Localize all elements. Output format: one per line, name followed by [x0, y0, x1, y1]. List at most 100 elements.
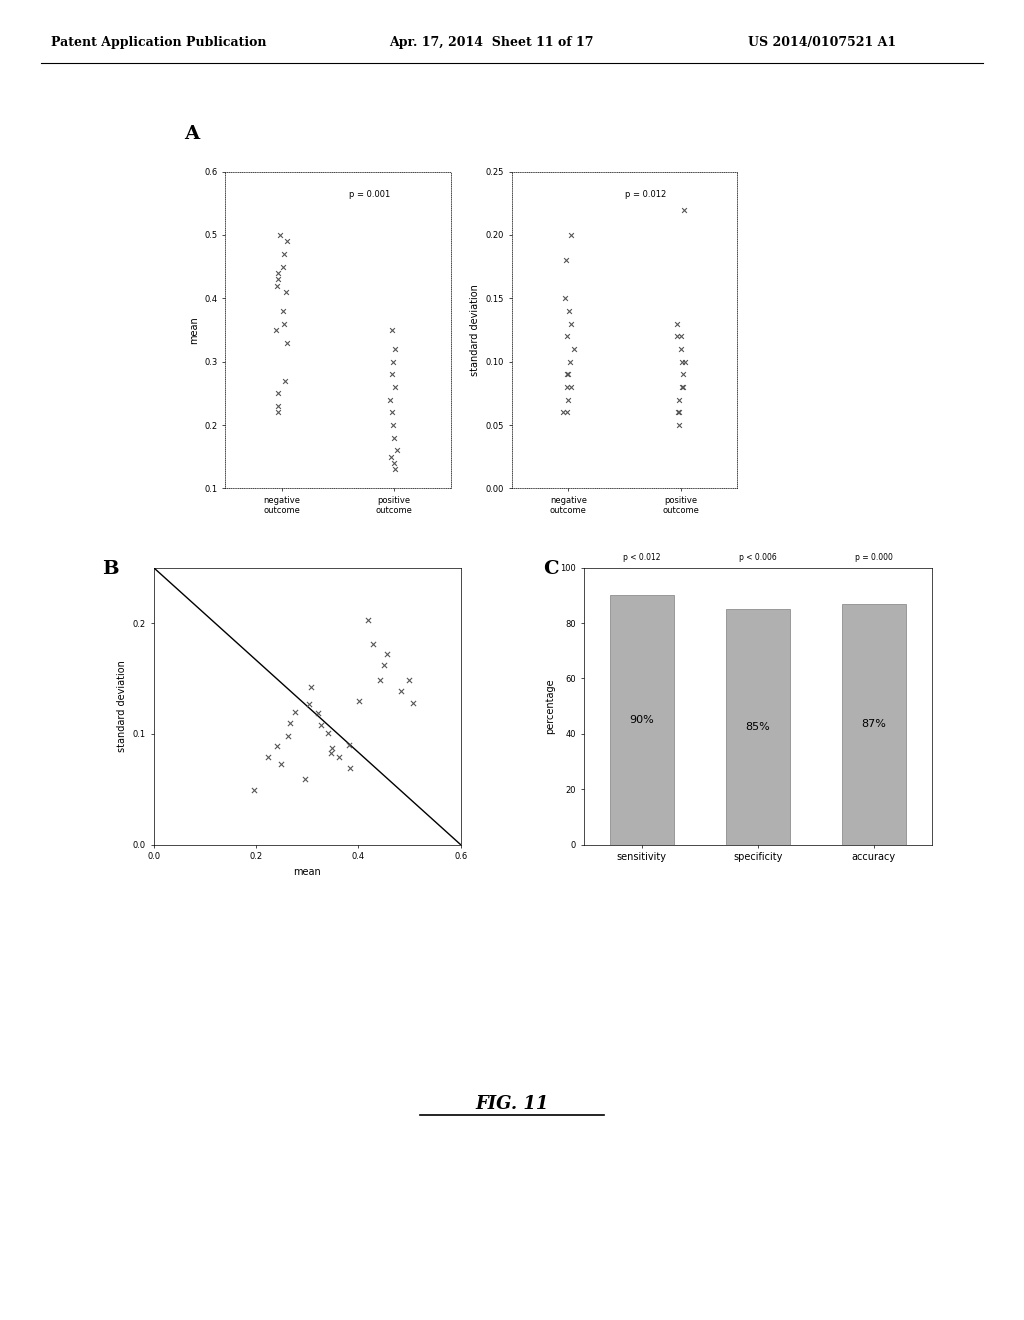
Point	[275, 313, 292, 334]
Point	[385, 414, 401, 436]
Point	[560, 364, 577, 385]
Point	[300, 693, 316, 714]
Bar	[842, 603, 905, 845]
Point	[279, 231, 295, 252]
Y-axis label: standard deviation: standard deviation	[470, 284, 480, 376]
Point	[269, 269, 286, 290]
Point	[323, 743, 339, 764]
Point	[671, 414, 687, 436]
Point	[282, 711, 298, 733]
Text: 85%: 85%	[745, 722, 770, 733]
Point	[565, 338, 582, 359]
Text: p = 0.001: p = 0.001	[349, 190, 390, 199]
Point	[319, 722, 336, 743]
Text: p < 0.006: p < 0.006	[739, 553, 776, 562]
Point	[269, 263, 286, 284]
Point	[260, 746, 276, 767]
Point	[384, 401, 400, 422]
Text: p = 0.000: p = 0.000	[855, 553, 893, 562]
Point	[386, 453, 402, 474]
Point	[309, 702, 326, 723]
Point	[303, 677, 319, 698]
Point	[268, 275, 285, 296]
Text: FIG. 11: FIG. 11	[475, 1094, 549, 1113]
Point	[558, 249, 574, 271]
Point	[677, 351, 693, 372]
Point	[269, 735, 286, 756]
X-axis label: mean: mean	[293, 867, 322, 876]
Point	[559, 401, 575, 422]
Bar	[609, 595, 674, 845]
Point	[278, 370, 294, 391]
Point	[270, 383, 287, 404]
Point	[674, 376, 690, 397]
Point	[563, 376, 580, 397]
Point	[342, 758, 358, 779]
Point	[562, 351, 579, 372]
Point	[559, 389, 575, 411]
Point	[382, 389, 398, 411]
Point	[557, 288, 573, 309]
Point	[246, 780, 262, 801]
Point	[384, 364, 400, 385]
Point	[341, 735, 357, 756]
Point	[670, 401, 686, 422]
Point	[387, 376, 403, 397]
Point	[350, 690, 367, 711]
Point	[325, 737, 341, 758]
Point	[386, 338, 402, 359]
Point	[387, 459, 403, 480]
Point	[270, 401, 287, 422]
Y-axis label: standard deviation: standard deviation	[118, 660, 127, 752]
Point	[675, 364, 691, 385]
Point	[669, 326, 685, 347]
Text: C: C	[543, 560, 558, 578]
Point	[673, 338, 689, 359]
Y-axis label: mean: mean	[188, 315, 199, 345]
Point	[331, 747, 347, 768]
Point	[561, 301, 578, 322]
Bar	[726, 610, 790, 845]
Point	[276, 243, 293, 264]
Point	[274, 301, 291, 322]
Point	[555, 401, 571, 422]
Point	[385, 351, 401, 372]
Point	[365, 634, 381, 655]
Point	[559, 326, 575, 347]
Point	[670, 313, 686, 334]
Point	[270, 396, 287, 417]
Point	[671, 389, 687, 411]
Point	[287, 701, 303, 722]
Point	[673, 326, 689, 347]
Point	[559, 364, 575, 385]
Point	[401, 669, 418, 690]
Point	[279, 333, 295, 354]
Point	[558, 376, 574, 397]
Point	[671, 401, 687, 422]
Y-axis label: percentage: percentage	[545, 678, 555, 734]
Point	[383, 446, 399, 467]
Point	[675, 376, 691, 397]
Point	[562, 313, 579, 334]
Text: 87%: 87%	[861, 719, 886, 729]
Text: US 2014/0107521 A1: US 2014/0107521 A1	[748, 36, 896, 49]
Point	[274, 256, 291, 277]
Point	[359, 610, 376, 631]
Point	[372, 669, 388, 690]
Point	[389, 440, 406, 461]
Point	[674, 351, 690, 372]
Point	[313, 714, 330, 735]
Text: 90%: 90%	[630, 715, 654, 725]
Point	[384, 319, 400, 341]
Point	[376, 655, 392, 676]
Point	[404, 693, 421, 714]
Point	[392, 681, 409, 702]
Point	[386, 428, 402, 449]
Point	[278, 281, 294, 302]
Text: p < 0.012: p < 0.012	[623, 553, 660, 562]
Point	[280, 726, 296, 747]
Text: p = 0.012: p = 0.012	[625, 190, 666, 199]
Point	[676, 199, 692, 220]
Point	[379, 644, 395, 665]
Text: Patent Application Publication: Patent Application Publication	[51, 36, 266, 49]
